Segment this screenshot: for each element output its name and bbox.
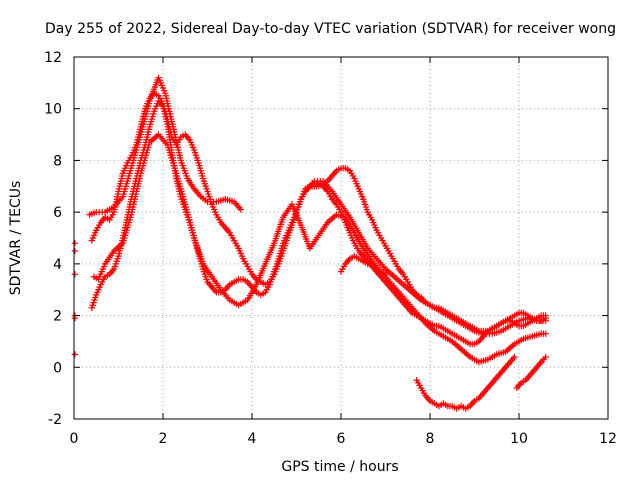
data-point	[382, 271, 389, 278]
y-tick-label: 2	[53, 309, 62, 325]
series-line	[93, 133, 546, 363]
x-ticks: 0 2 4 6 8 10 12	[70, 57, 617, 447]
data-point	[542, 330, 549, 337]
y-ticks: -2 0 2 4 6 8 10 12	[44, 50, 608, 428]
series-track-8	[513, 353, 549, 392]
y-tick-label: 4	[53, 257, 62, 273]
y-tick-label: -2	[48, 412, 62, 428]
data-point	[71, 271, 79, 278]
data-point	[71, 351, 79, 358]
series-track-5	[302, 177, 549, 337]
series-track-4	[90, 131, 549, 366]
x-axis-title: GPS time / hours	[281, 459, 398, 475]
x-tick-label: 6	[337, 431, 346, 447]
series-early-points	[71, 239, 79, 358]
x-tick-label: 2	[159, 431, 168, 447]
y-axis-title: SDTVAR / TECUs	[8, 181, 24, 296]
series-track-6	[337, 252, 389, 278]
data-point	[71, 247, 79, 255]
y-tick-label: 6	[53, 205, 62, 221]
y-tick-label: 12	[44, 50, 62, 66]
chart-title: Day 255 of 2022, Sidereal Day-to-day VTE…	[45, 21, 616, 37]
x-tick-label: 8	[426, 431, 435, 447]
y-tick-label: 10	[44, 102, 62, 118]
x-tick-label: 4	[248, 431, 257, 447]
data-point	[542, 353, 549, 361]
y-tick-label: 0	[53, 360, 62, 376]
data-point	[542, 317, 549, 324]
series-group	[71, 74, 549, 412]
x-tick-label: 12	[599, 431, 617, 447]
data-point	[71, 239, 79, 247]
data-point	[511, 353, 518, 361]
series-track-1	[86, 74, 245, 218]
y-tick-label: 8	[53, 153, 62, 169]
x-tick-label: 0	[70, 431, 79, 447]
series-track-7	[413, 353, 518, 412]
x-tick-label: 10	[510, 431, 528, 447]
data-point	[237, 206, 245, 213]
